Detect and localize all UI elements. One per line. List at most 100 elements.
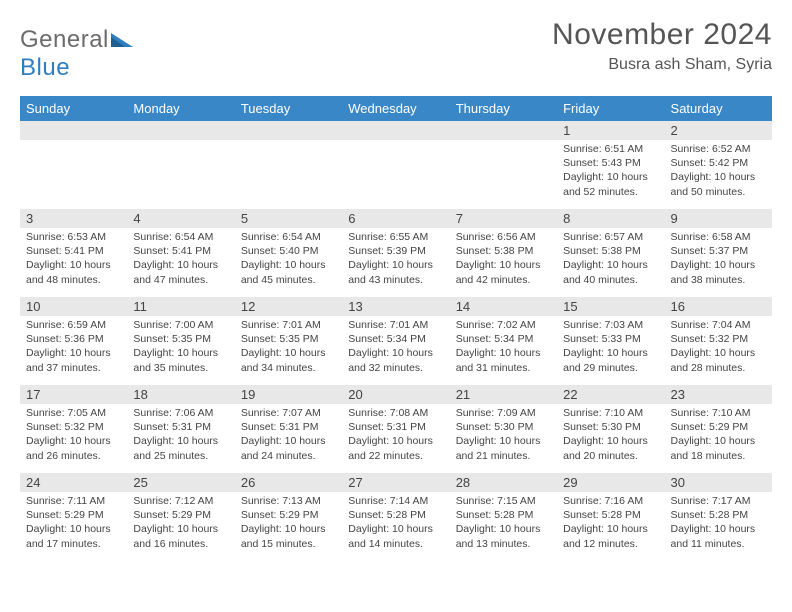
sunrise-text: Sunrise: 6:52 AM bbox=[671, 142, 766, 156]
day-number: 4 bbox=[127, 209, 234, 228]
day-number: 7 bbox=[450, 209, 557, 228]
daylight-text: Daylight: 10 hours and 52 minutes. bbox=[563, 170, 658, 198]
daylight-text: Daylight: 10 hours and 13 minutes. bbox=[456, 522, 551, 550]
sunset-text: Sunset: 5:34 PM bbox=[456, 332, 551, 346]
day-number bbox=[127, 121, 234, 140]
sunrise-text: Sunrise: 6:56 AM bbox=[456, 230, 551, 244]
sunset-text: Sunset: 5:40 PM bbox=[241, 244, 336, 258]
day-body: Sunrise: 6:54 AMSunset: 5:40 PMDaylight:… bbox=[235, 228, 342, 291]
sunset-text: Sunset: 5:28 PM bbox=[563, 508, 658, 522]
daylight-text: Daylight: 10 hours and 25 minutes. bbox=[133, 434, 228, 462]
day-number: 5 bbox=[235, 209, 342, 228]
day-cell: 13Sunrise: 7:01 AMSunset: 5:34 PMDayligh… bbox=[342, 297, 449, 385]
sunset-text: Sunset: 5:41 PM bbox=[26, 244, 121, 258]
day-body: Sunrise: 7:02 AMSunset: 5:34 PMDaylight:… bbox=[450, 316, 557, 379]
day-cell: 9Sunrise: 6:58 AMSunset: 5:37 PMDaylight… bbox=[665, 209, 772, 297]
day-body: Sunrise: 6:53 AMSunset: 5:41 PMDaylight:… bbox=[20, 228, 127, 291]
day-body: Sunrise: 7:00 AMSunset: 5:35 PMDaylight:… bbox=[127, 316, 234, 379]
sunrise-text: Sunrise: 6:54 AM bbox=[241, 230, 336, 244]
day-number: 20 bbox=[342, 385, 449, 404]
day-number: 30 bbox=[665, 473, 772, 492]
day-cell: 4Sunrise: 6:54 AMSunset: 5:41 PMDaylight… bbox=[127, 209, 234, 297]
sunrise-text: Sunrise: 7:05 AM bbox=[26, 406, 121, 420]
sunset-text: Sunset: 5:39 PM bbox=[348, 244, 443, 258]
day-header: Saturday bbox=[665, 96, 772, 121]
day-body bbox=[450, 140, 557, 146]
day-number bbox=[235, 121, 342, 140]
day-number: 19 bbox=[235, 385, 342, 404]
sunrise-text: Sunrise: 7:02 AM bbox=[456, 318, 551, 332]
logo-text: General Blue bbox=[20, 26, 133, 82]
day-cell: 22Sunrise: 7:10 AMSunset: 5:30 PMDayligh… bbox=[557, 385, 664, 473]
sunset-text: Sunset: 5:28 PM bbox=[456, 508, 551, 522]
daylight-text: Daylight: 10 hours and 42 minutes. bbox=[456, 258, 551, 286]
day-body: Sunrise: 6:59 AMSunset: 5:36 PMDaylight:… bbox=[20, 316, 127, 379]
day-body: Sunrise: 6:57 AMSunset: 5:38 PMDaylight:… bbox=[557, 228, 664, 291]
sunset-text: Sunset: 5:42 PM bbox=[671, 156, 766, 170]
month-title: November 2024 bbox=[552, 18, 772, 52]
day-cell: 5Sunrise: 6:54 AMSunset: 5:40 PMDaylight… bbox=[235, 209, 342, 297]
sunrise-text: Sunrise: 6:54 AM bbox=[133, 230, 228, 244]
sunset-text: Sunset: 5:38 PM bbox=[456, 244, 551, 258]
logo-word1: General bbox=[20, 26, 109, 53]
sunset-text: Sunset: 5:29 PM bbox=[26, 508, 121, 522]
day-body: Sunrise: 7:06 AMSunset: 5:31 PMDaylight:… bbox=[127, 404, 234, 467]
daylight-text: Daylight: 10 hours and 20 minutes. bbox=[563, 434, 658, 462]
day-body: Sunrise: 6:52 AMSunset: 5:42 PMDaylight:… bbox=[665, 140, 772, 203]
day-body: Sunrise: 7:10 AMSunset: 5:29 PMDaylight:… bbox=[665, 404, 772, 467]
day-cell bbox=[450, 121, 557, 209]
day-body bbox=[20, 140, 127, 146]
day-number: 29 bbox=[557, 473, 664, 492]
sunset-text: Sunset: 5:35 PM bbox=[133, 332, 228, 346]
day-number bbox=[20, 121, 127, 140]
day-cell: 28Sunrise: 7:15 AMSunset: 5:28 PMDayligh… bbox=[450, 473, 557, 561]
day-cell: 25Sunrise: 7:12 AMSunset: 5:29 PMDayligh… bbox=[127, 473, 234, 561]
sunrise-text: Sunrise: 7:12 AM bbox=[133, 494, 228, 508]
day-body: Sunrise: 7:07 AMSunset: 5:31 PMDaylight:… bbox=[235, 404, 342, 467]
sunrise-text: Sunrise: 7:17 AM bbox=[671, 494, 766, 508]
day-body: Sunrise: 7:17 AMSunset: 5:28 PMDaylight:… bbox=[665, 492, 772, 555]
day-body: Sunrise: 7:01 AMSunset: 5:35 PMDaylight:… bbox=[235, 316, 342, 379]
day-body: Sunrise: 6:51 AMSunset: 5:43 PMDaylight:… bbox=[557, 140, 664, 203]
daylight-text: Daylight: 10 hours and 38 minutes. bbox=[671, 258, 766, 286]
day-body: Sunrise: 7:15 AMSunset: 5:28 PMDaylight:… bbox=[450, 492, 557, 555]
day-number: 15 bbox=[557, 297, 664, 316]
header: General Blue November 2024 Busra ash Sha… bbox=[20, 18, 772, 82]
day-number: 16 bbox=[665, 297, 772, 316]
sunrise-text: Sunrise: 7:01 AM bbox=[348, 318, 443, 332]
day-number: 18 bbox=[127, 385, 234, 404]
day-body: Sunrise: 7:12 AMSunset: 5:29 PMDaylight:… bbox=[127, 492, 234, 555]
day-number: 10 bbox=[20, 297, 127, 316]
sunset-text: Sunset: 5:29 PM bbox=[241, 508, 336, 522]
day-cell bbox=[235, 121, 342, 209]
day-cell: 1Sunrise: 6:51 AMSunset: 5:43 PMDaylight… bbox=[557, 121, 664, 209]
day-body: Sunrise: 7:08 AMSunset: 5:31 PMDaylight:… bbox=[342, 404, 449, 467]
sunrise-text: Sunrise: 7:15 AM bbox=[456, 494, 551, 508]
daylight-text: Daylight: 10 hours and 24 minutes. bbox=[241, 434, 336, 462]
day-body: Sunrise: 7:03 AMSunset: 5:33 PMDaylight:… bbox=[557, 316, 664, 379]
day-cell: 8Sunrise: 6:57 AMSunset: 5:38 PMDaylight… bbox=[557, 209, 664, 297]
daylight-text: Daylight: 10 hours and 35 minutes. bbox=[133, 346, 228, 374]
day-number: 3 bbox=[20, 209, 127, 228]
day-cell: 19Sunrise: 7:07 AMSunset: 5:31 PMDayligh… bbox=[235, 385, 342, 473]
calendar-table: SundayMondayTuesdayWednesdayThursdayFrid… bbox=[20, 96, 772, 561]
day-header: Tuesday bbox=[235, 96, 342, 121]
daylight-text: Daylight: 10 hours and 31 minutes. bbox=[456, 346, 551, 374]
daylight-text: Daylight: 10 hours and 40 minutes. bbox=[563, 258, 658, 286]
sunset-text: Sunset: 5:38 PM bbox=[563, 244, 658, 258]
day-header: Wednesday bbox=[342, 96, 449, 121]
title-block: November 2024 Busra ash Sham, Syria bbox=[552, 18, 772, 74]
sunset-text: Sunset: 5:29 PM bbox=[133, 508, 228, 522]
day-number: 24 bbox=[20, 473, 127, 492]
day-number: 8 bbox=[557, 209, 664, 228]
week-row: 24Sunrise: 7:11 AMSunset: 5:29 PMDayligh… bbox=[20, 473, 772, 561]
day-number: 11 bbox=[127, 297, 234, 316]
sunrise-text: Sunrise: 7:03 AM bbox=[563, 318, 658, 332]
daylight-text: Daylight: 10 hours and 15 minutes. bbox=[241, 522, 336, 550]
daylight-text: Daylight: 10 hours and 32 minutes. bbox=[348, 346, 443, 374]
day-body: Sunrise: 7:13 AMSunset: 5:29 PMDaylight:… bbox=[235, 492, 342, 555]
sunrise-text: Sunrise: 7:14 AM bbox=[348, 494, 443, 508]
day-cell: 6Sunrise: 6:55 AMSunset: 5:39 PMDaylight… bbox=[342, 209, 449, 297]
sunrise-text: Sunrise: 7:07 AM bbox=[241, 406, 336, 420]
sunset-text: Sunset: 5:30 PM bbox=[563, 420, 658, 434]
